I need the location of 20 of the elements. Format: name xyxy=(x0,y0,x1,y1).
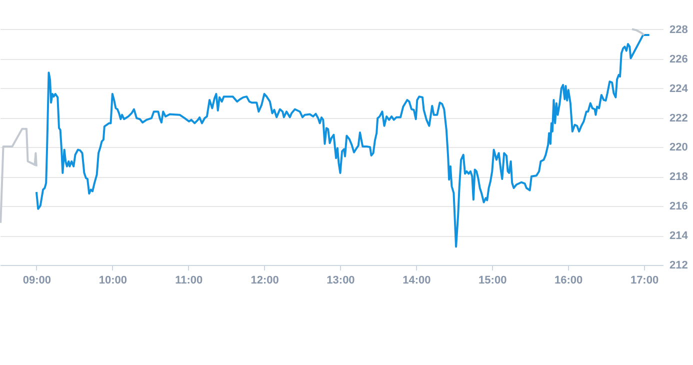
y-tick-label: 222 xyxy=(670,112,688,124)
x-tick-label: 15:00 xyxy=(478,274,507,286)
y-tick-label: 220 xyxy=(670,142,688,154)
y-tick-label: 214 xyxy=(670,230,689,242)
y-tick-label: 226 xyxy=(670,53,688,66)
y-tick-label: 228 xyxy=(670,24,688,36)
line-series xyxy=(0,128,38,224)
x-tick-label: 14:00 xyxy=(402,274,431,286)
x-tick-label: 09:00 xyxy=(22,274,52,286)
x-tick-label: 17:00 xyxy=(630,274,659,286)
x-tick-label: 11:00 xyxy=(175,274,203,286)
y-tick-label: 218 xyxy=(670,171,688,184)
x-tick-label: 13:00 xyxy=(326,274,355,286)
x-tick-label: 10:00 xyxy=(98,274,127,286)
y-tick-label: 212 xyxy=(670,260,688,272)
line-series xyxy=(35,34,650,248)
x-tick-label: 12:00 xyxy=(250,274,279,286)
x-tick-label: 16:00 xyxy=(554,274,583,286)
y-tick-label: 216 xyxy=(670,200,688,213)
y-tick-label: 224 xyxy=(670,82,689,95)
